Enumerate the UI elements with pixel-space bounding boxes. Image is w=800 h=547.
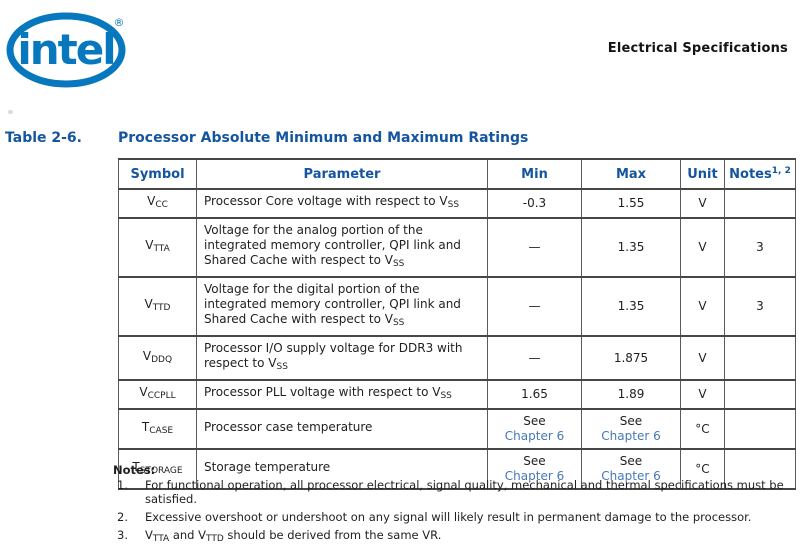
chapter-link[interactable]: Chapter 6 <box>601 429 661 443</box>
symbol-cell: TCASE <box>118 408 197 450</box>
symbol-cell: VCCPLL <box>118 379 197 410</box>
max-cell: 1.89 <box>581 379 681 410</box>
symbol-cell: VTTA <box>118 217 197 278</box>
col-header-parameter: Parameter <box>196 158 488 190</box>
min-cell: — <box>487 335 582 381</box>
notes-cell <box>724 335 796 381</box>
note-item-2: 2. Excessive overshoot or undershoot on … <box>113 510 797 528</box>
note-text: VTTA and VTTD should be derived from the… <box>145 528 442 544</box>
note-number: 2. <box>117 510 128 524</box>
note-text: For functional operation, all processor … <box>145 478 784 506</box>
note-number: 3. <box>117 528 128 542</box>
col-header-notes: Notes1, 2 <box>724 158 796 190</box>
notes-heading: Notes: <box>113 463 156 477</box>
spec-table: Symbol Parameter Min Max Unit Notes1, 2 … <box>118 158 796 490</box>
note-text: Excessive overshoot or undershoot on any… <box>145 510 752 524</box>
min-cell: 1.65 <box>487 379 582 410</box>
table-title-label: Table 2-6. <box>5 130 82 146</box>
unit-cell: V <box>680 217 725 278</box>
symbol-cell: VDDQ <box>118 335 197 381</box>
unit-cell: V <box>680 276 725 337</box>
parameter-cell: Voltage for the analog portion of the in… <box>196 217 488 278</box>
max-cell: 1.55 <box>581 188 681 219</box>
parameter-cell: Processor I/O supply voltage for DDR3 wi… <box>196 335 488 381</box>
notes-cell: 3 <box>724 217 796 278</box>
table-row-tcase: TCASE Processor case temperature See Chap… <box>118 408 796 450</box>
min-cell: See Chapter 6 <box>487 408 582 450</box>
table-row-vcc: VCC Processor Core voltage with respect … <box>118 188 796 219</box>
note-item-3: 3. VTTA and VTTD should be derived from … <box>113 528 797 546</box>
intel-logo-graphic: intel ® <box>6 12 126 88</box>
unit-cell: V <box>680 188 725 219</box>
table-row-tstorage: TSTORAGE Storage temperature See Chapter … <box>118 448 796 490</box>
logo-oval <box>6 12 126 88</box>
chapter-link[interactable]: Chapter 6 <box>504 429 565 443</box>
unit-cell: V <box>680 379 725 410</box>
symbol-cell: VTTD <box>118 276 197 337</box>
table-row-vddq: VDDQ Processor I/O supply voltage for DD… <box>118 335 796 381</box>
logo-wordmark: intel <box>17 25 114 74</box>
notes-cell <box>724 379 796 410</box>
symbol-cell: VCC <box>118 188 197 219</box>
table-title: Table 2-6. Processor Absolute Minimum and… <box>5 130 528 146</box>
chapter-link[interactable]: Chapter 6 <box>601 469 661 483</box>
table-row-vccpll: VCCPLL Processor PLL voltage with respec… <box>118 379 796 410</box>
unit-cell: V <box>680 335 725 381</box>
min-cell: — <box>487 217 582 278</box>
parameter-cell: Processor case temperature <box>196 408 488 450</box>
unit-cell: °C <box>680 408 725 450</box>
table-header-row: Symbol Parameter Min Max Unit Notes1, 2 <box>118 158 796 190</box>
notes-cell <box>724 448 796 490</box>
table-row-vtta: VTTA Voltage for the analog portion of t… <box>118 217 796 278</box>
unit-cell: °C <box>680 448 725 490</box>
notes-header-superscript: 1, 2 <box>771 166 791 176</box>
max-cell: 1.35 <box>581 217 681 278</box>
col-header-symbol: Symbol <box>118 158 197 190</box>
col-header-unit: Unit <box>680 158 725 190</box>
symbol-cell: TSTORAGE <box>118 448 197 490</box>
max-cell: See Chapter 6 <box>581 448 681 490</box>
page-header-title: Electrical Specifications <box>607 41 788 56</box>
registered-mark: ® <box>114 16 125 29</box>
max-cell: 1.35 <box>581 276 681 337</box>
notes-cell <box>724 188 796 219</box>
parameter-cell: Storage temperature <box>196 448 488 490</box>
intel-logo: intel ® <box>6 4 128 92</box>
chapter-link[interactable]: Chapter 6 <box>504 469 565 483</box>
notes-header-label: Notes <box>729 167 772 182</box>
notes-section: Notes: 1. For functional operation, all … <box>113 463 797 546</box>
notes-cell <box>724 408 796 450</box>
smudge-mark <box>8 110 13 114</box>
note-item-1: 1. For functional operation, all process… <box>113 478 797 510</box>
notes-cell: 3 <box>724 276 796 337</box>
min-cell: See Chapter 6 <box>487 448 582 490</box>
parameter-cell: Voltage for the digital portion of the i… <box>196 276 488 337</box>
col-header-max: Max <box>581 158 681 190</box>
table-row-vttd: VTTD Voltage for the digital portion of … <box>118 276 796 337</box>
table-title-text: Processor Absolute Minimum and Maximum R… <box>118 130 529 146</box>
parameter-cell: Processor PLL voltage with respect to VS… <box>196 379 488 410</box>
min-cell: -0.3 <box>487 188 582 219</box>
max-cell: 1.875 <box>581 335 681 381</box>
note-number: 1. <box>117 478 128 492</box>
min-cell: — <box>487 276 582 337</box>
parameter-cell: Processor Core voltage with respect to V… <box>196 188 488 219</box>
max-cell: See Chapter 6 <box>581 408 681 450</box>
col-header-min: Min <box>487 158 582 190</box>
